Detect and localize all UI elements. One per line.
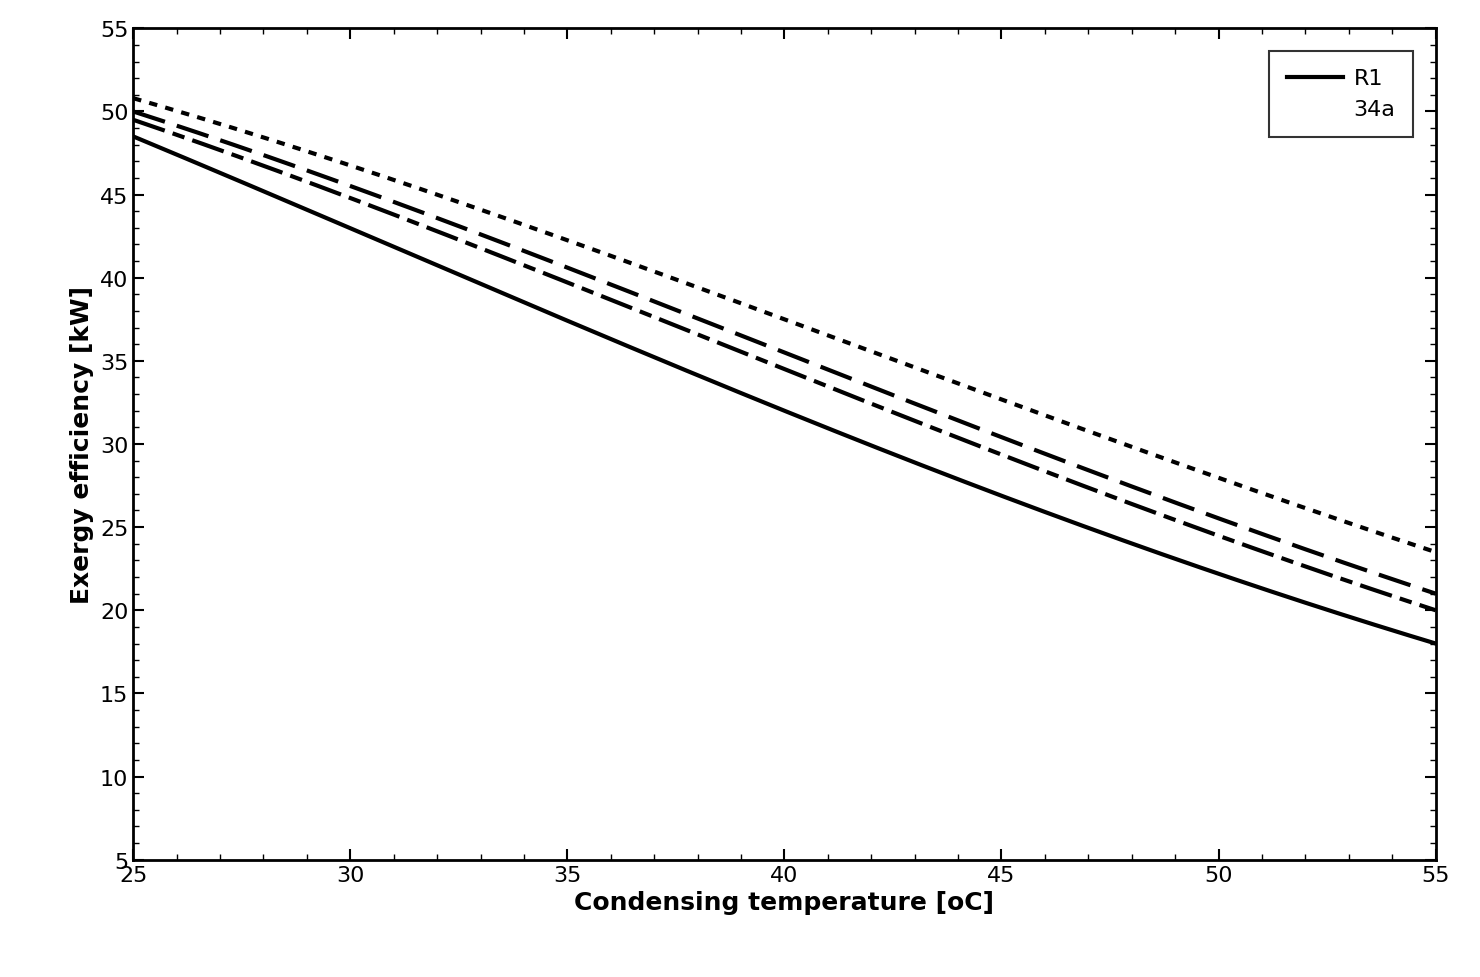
- Y-axis label: Exergy efficiency [kW]: Exergy efficiency [kW]: [70, 285, 95, 604]
- Legend: R1, 34a: R1, 34a: [1270, 52, 1413, 138]
- X-axis label: Condensing temperature [oC]: Condensing temperature [oC]: [574, 890, 995, 914]
